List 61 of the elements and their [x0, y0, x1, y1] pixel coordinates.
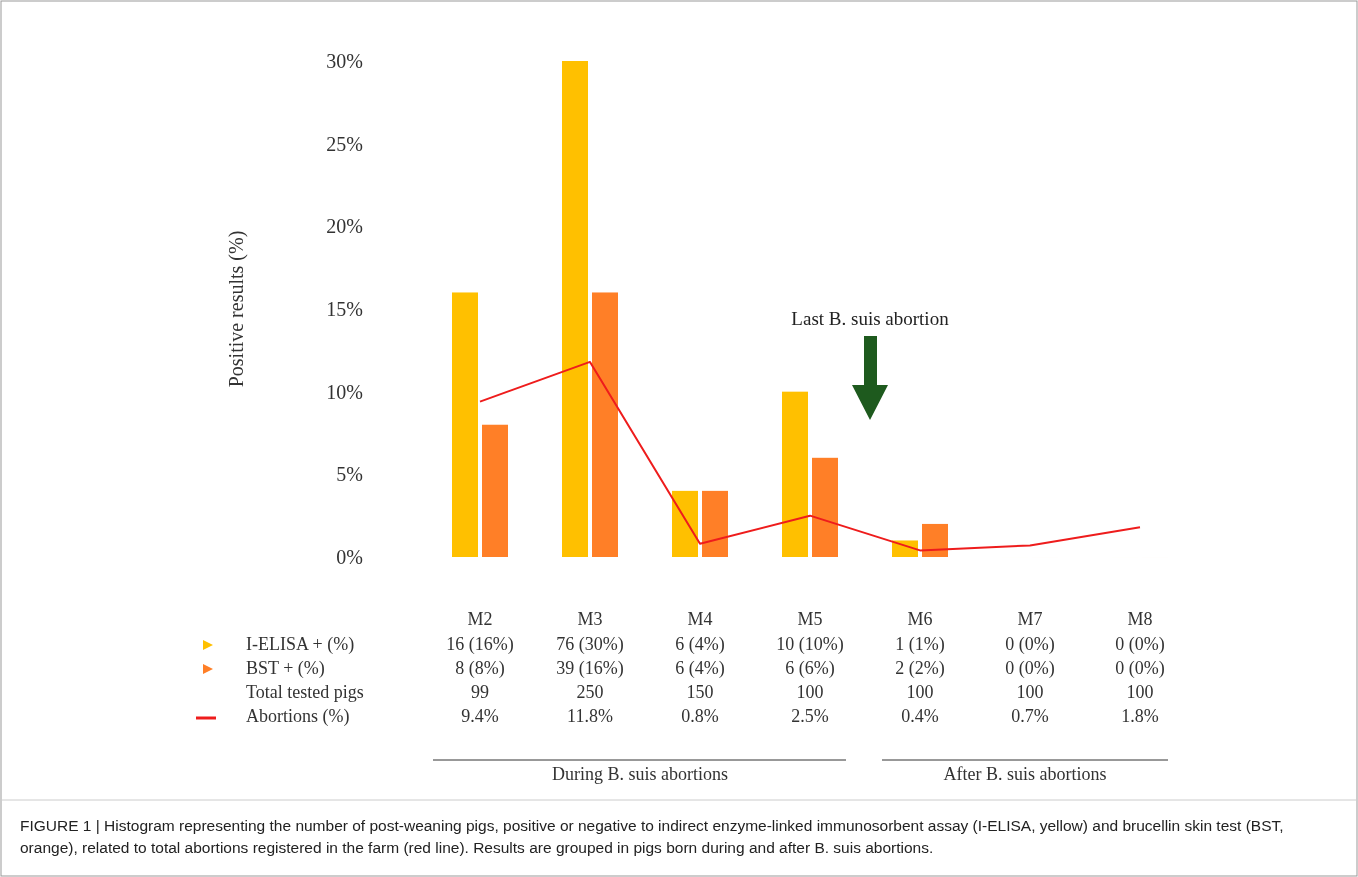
data-label: 0 (0%): [1115, 634, 1165, 655]
y-tick-label: 5%: [336, 463, 363, 486]
bar: [812, 457, 838, 557]
x-tick-label: M6: [907, 609, 933, 629]
text: 100: [796, 682, 824, 702]
data-label: 8 (8%): [455, 658, 505, 679]
data-label: 2.5%: [791, 706, 829, 726]
caption: FIGURE 1 | Histogram representing the number of post-weaning pigs, positive or negative to indirect enzyme-linked immunosorbent assay (I-ELISA, yellow) and brucellin skin test (BST, orange), related to total abortions registered in the farm (red line). Results are grouped in pigs born during and after B. suis abortions.: [20, 816, 1285, 858]
data-label: 9.4%: [461, 706, 499, 726]
text: 250: [576, 682, 604, 702]
x-tick-label: M2: [467, 609, 493, 629]
data-label: 1 (1%): [895, 634, 945, 655]
data-label: 76 (30%): [556, 634, 624, 655]
data-label: 39 (16%): [556, 658, 624, 679]
data-label: 1.8%: [1121, 706, 1159, 726]
bar: [452, 292, 478, 557]
y-tick-label: 10%: [326, 380, 363, 403]
text: Total tested pigs: [246, 682, 364, 702]
data-label: 6 (4%): [675, 634, 725, 655]
text: 100: [906, 682, 934, 702]
x-tick-label: M7: [1017, 609, 1043, 629]
text: During B. suis abortions: [551, 764, 729, 784]
legend-label: BST + (%): [246, 658, 325, 679]
data-label: 0 (0%): [1005, 658, 1055, 679]
text: 150: [686, 682, 714, 702]
y-tick-label: 30%: [326, 50, 363, 72]
text: 99: [471, 682, 489, 702]
x-tick-label: M4: [687, 609, 713, 629]
data-label: 0 (0%): [1115, 658, 1165, 679]
y-tick-label: 15%: [326, 298, 363, 320]
x-tick-label: M3: [577, 609, 603, 629]
data-label: 11.8%: [567, 706, 613, 726]
bar: [922, 523, 948, 557]
data-label: 0.8%: [681, 706, 719, 726]
y-tick-label: 0%: [336, 546, 363, 568]
annotation: Last B. suis abortion: [791, 308, 950, 329]
data-label: 2 (2%): [895, 658, 945, 679]
text: 100: [1016, 682, 1044, 702]
data-label: 0 (0%): [1005, 634, 1055, 655]
text: After B. suis abortions: [943, 764, 1107, 784]
bar: [592, 292, 618, 557]
text: 100: [1126, 682, 1154, 702]
y-tick-label: 20%: [326, 215, 363, 238]
bar: [562, 61, 588, 557]
legend-label: I-ELISA + (%): [246, 634, 355, 655]
bar: [672, 490, 698, 557]
data-label: 6 (4%): [675, 658, 725, 679]
y-tick-label: 25%: [326, 132, 363, 155]
x-tick-label: M5: [797, 609, 823, 629]
data-label: 0.4%: [901, 706, 939, 726]
y-axis-title: Positive results (%): [225, 230, 248, 388]
data-label: 6 (6%): [785, 658, 835, 679]
x-tick-label: M8: [1127, 609, 1153, 629]
data-label: 0.7%: [1011, 706, 1049, 726]
line-series: [479, 360, 1141, 552]
legend-label: Abortions (%): [246, 706, 350, 727]
data-label: 16 (16%): [446, 634, 514, 655]
bar: [702, 490, 728, 557]
data-label: 10 (10%): [776, 634, 844, 655]
bar: [482, 424, 508, 557]
bar: [782, 391, 808, 557]
